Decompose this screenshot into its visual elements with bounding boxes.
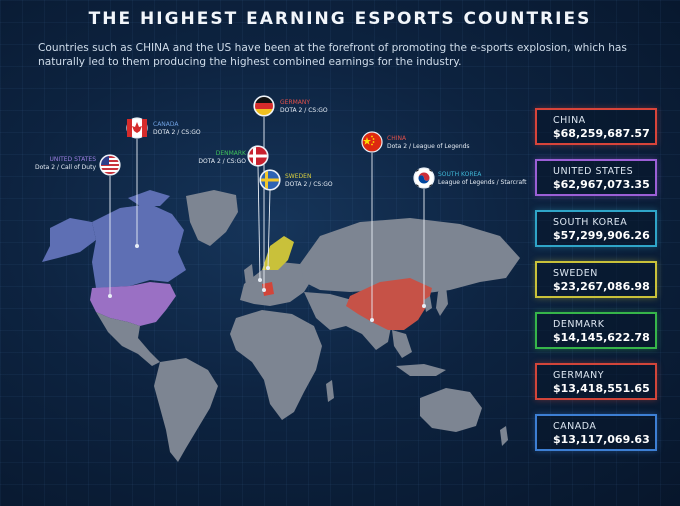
earnings-card-value: $23,267,086.98 <box>553 280 650 293</box>
earnings-card-value: $13,117,069.63 <box>553 433 650 446</box>
earnings-card-country: GERMANY <box>553 370 605 381</box>
map-label-games: DOTA 2 / CS:GO <box>285 181 333 188</box>
map-label-games: DOTA 2 / CS:GO <box>153 129 201 136</box>
landmass-australia <box>420 388 482 432</box>
earnings-card-value: $13,418,551.65 <box>553 382 650 395</box>
earnings-card-value: $14,145,622.78 <box>553 331 650 344</box>
landmass-southeast-asia <box>392 330 412 358</box>
denmark-flag-icon <box>247 145 269 167</box>
earnings-card-country: CANADA <box>553 421 597 432</box>
pin-line-sweden <box>267 189 271 269</box>
pin-dots <box>108 244 426 322</box>
map-label-country: CANADA <box>153 121 179 128</box>
map-label-games: League of Legends / Starcraft <box>438 179 527 186</box>
landmass-japan <box>436 286 448 316</box>
landmass-mexico <box>96 312 160 366</box>
us-flag-icon <box>99 154 121 176</box>
landmass-middle-east-india <box>304 292 392 350</box>
map-label-games: Dota 2 / Call of Duty <box>34 164 96 171</box>
south-korea-flag-icon <box>413 167 435 189</box>
landmass-greenland <box>186 190 238 246</box>
landmass-arctic-islands <box>128 190 170 206</box>
map-label-country: DENMARK <box>215 150 246 157</box>
earnings-card-country: DENMARK <box>553 319 605 330</box>
pin-dot-sweden <box>266 266 270 270</box>
map-label-games: Dota 2 / League of Legends <box>387 143 470 150</box>
landmass-south-america <box>154 358 218 462</box>
landmass-indonesia <box>396 364 446 376</box>
pin-lines <box>109 117 425 320</box>
landmass-africa <box>230 310 322 420</box>
earnings-card: SWEDEN $23,267,086.98 <box>535 261 657 298</box>
earnings-card: CHINA $68,259,687.57 <box>535 108 657 145</box>
landmass-new-zealand <box>500 426 508 446</box>
earnings-card-country: SOUTH KOREA <box>553 217 628 228</box>
map-label-denmark: DENMARK DOTA 2 / CS:GO <box>190 150 246 166</box>
landmass-alaska <box>42 218 96 262</box>
earnings-card-value: $68,259,687.57 <box>553 127 650 140</box>
landmass-uk <box>244 264 254 286</box>
pin-dot-china <box>370 318 374 322</box>
earnings-card-country: SWEDEN <box>553 268 598 279</box>
earnings-card-value: $62,967,073.35 <box>553 178 650 191</box>
landmass-europe <box>240 262 314 306</box>
earnings-card: DENMARK $14,145,622.78 <box>535 312 657 349</box>
landmass-russia-asia <box>300 218 520 294</box>
canada-flag-icon <box>126 117 148 139</box>
map-label-germany: GERMANY DOTA 2 / CS:GO <box>280 99 328 115</box>
earnings-card: CANADA $13,117,069.63 <box>535 414 657 451</box>
earnings-card-country: UNITED STATES <box>553 166 634 177</box>
landmass-scandinavia <box>262 236 294 270</box>
pin-dot-canada <box>135 244 139 248</box>
map-label-country: SOUTH KOREA <box>438 171 482 178</box>
earnings-card-value: $57,299,906.26 <box>553 229 650 242</box>
map-label-games: DOTA 2 / CS:GO <box>280 107 328 114</box>
map-label-canada: CANADA DOTA 2 / CS:GO <box>153 121 201 137</box>
landmass-china <box>346 278 432 330</box>
earnings-card: UNITED STATES $62,967,073.35 <box>535 159 657 196</box>
pin-dot-south-korea <box>422 304 426 308</box>
china-flag-icon <box>361 131 383 153</box>
pin-line-denmark <box>257 165 261 281</box>
landmass-korea <box>424 296 432 312</box>
map-label-country: UNITED STATES <box>49 156 96 163</box>
landmass-madagascar <box>326 380 334 402</box>
map-label-country: GERMANY <box>280 99 311 106</box>
map-label-country: CHINA <box>387 135 407 142</box>
page-subtitle: Countries such as CHINA and the US have … <box>38 42 627 68</box>
pin-dot-united-states <box>108 294 112 298</box>
map-label-united-states: UNITED STATES Dota 2 / Call of Duty <box>26 156 96 172</box>
map-label-country: SWEDEN <box>285 173 312 180</box>
earnings-card-country: CHINA <box>553 115 586 126</box>
earnings-card: GERMANY $13,418,551.65 <box>535 363 657 400</box>
germany-flag-icon <box>253 95 275 117</box>
map-label-south-korea: SOUTH KOREA League of Legends / Starcraf… <box>438 171 526 187</box>
page-title: THE HIGHEST EARNING ESPORTS COUNTRIES <box>88 9 592 29</box>
map-label-games: DOTA 2 / CS:GO <box>198 158 246 165</box>
earnings-card: SOUTH KOREA $57,299,906.26 <box>535 210 657 247</box>
sweden-flag-icon <box>259 169 281 191</box>
map-label-sweden: SWEDEN DOTA 2 / CS:GO <box>285 173 333 189</box>
pin-dot-germany <box>262 288 266 292</box>
map-label-china: CHINA Dota 2 / League of Legends <box>387 135 470 151</box>
pin-dot-denmark <box>258 278 262 282</box>
landmass-germany <box>262 282 274 296</box>
landmass-usa <box>90 282 176 326</box>
